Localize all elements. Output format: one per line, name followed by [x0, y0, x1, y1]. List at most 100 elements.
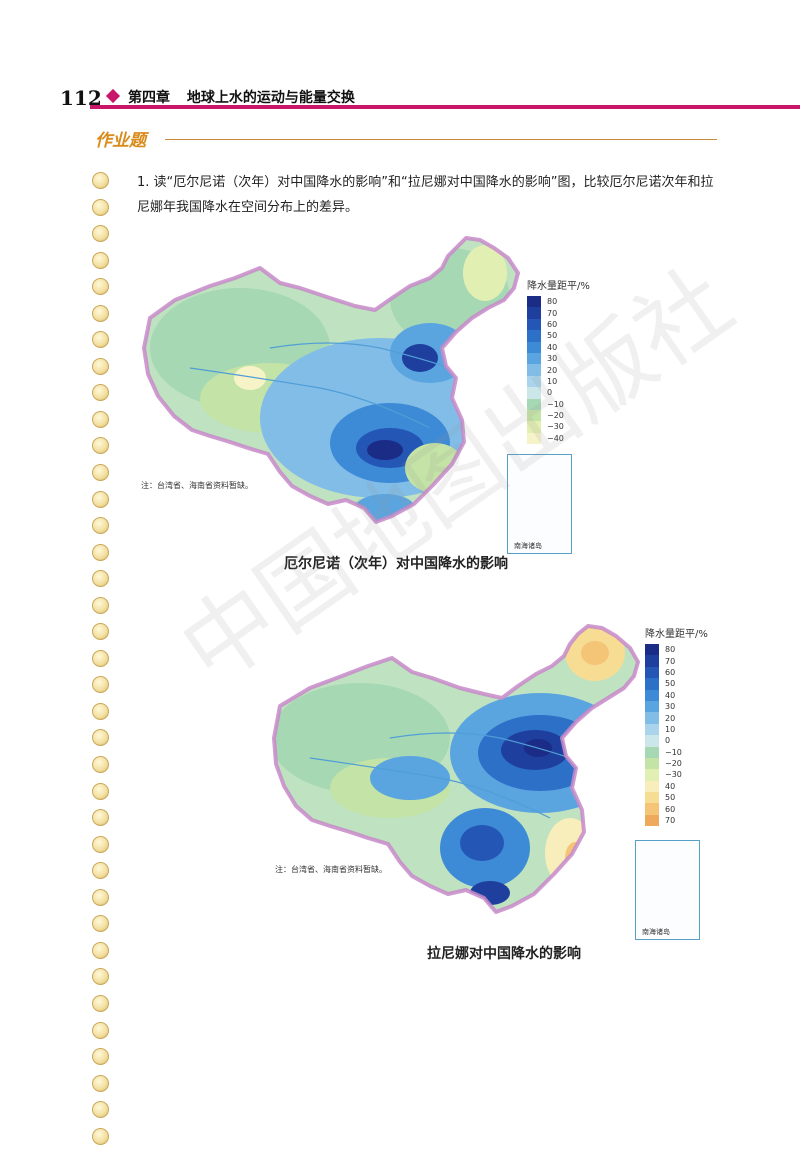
legend-label: 70 [665, 816, 676, 826]
legend-label: 0 [547, 388, 553, 398]
binder-ring-icon [92, 809, 109, 827]
binder-ring-icon [92, 304, 109, 322]
legend-swatch [527, 364, 541, 376]
legend-swatch [527, 330, 541, 342]
legend-swatch [527, 296, 541, 308]
legend-swatch [645, 746, 659, 758]
legend-label: 0 [665, 736, 671, 746]
binder-ring-icon [92, 862, 109, 880]
legend-swatch [645, 735, 659, 747]
legend-item: 0 [527, 387, 590, 399]
binder-ring-icon [92, 278, 109, 296]
page-header: 112 第四章 地球上水的运动与能量交换 [0, 82, 800, 114]
binder-ring-icon [92, 623, 109, 641]
legend-item: −30 [527, 421, 590, 433]
binder-ring-icon [92, 517, 109, 535]
legend-label: −30 [547, 422, 564, 432]
legend-la-nina: 降水量距平/% 80 70 60 50 40 30 20 10 0 −10 −20 −30 40 50 60… [645, 625, 708, 827]
chapter-title: 地球上水的运动与能量交换 [186, 90, 355, 106]
legend-label: −10 [665, 747, 682, 757]
south-china-sea-inset: 南海诸岛 [635, 840, 700, 940]
binder-ring-icon [92, 756, 109, 774]
binder-ring-icon [92, 941, 109, 959]
legend-item: 40 [645, 689, 708, 701]
legend-item: −20 [645, 757, 708, 770]
legend-item: 20 [527, 364, 590, 376]
legend-swatch [645, 769, 659, 781]
legend-item: 30 [645, 700, 708, 713]
binder-ring-icon [92, 729, 109, 747]
legend-swatch [645, 700, 659, 713]
legend-item: 40 [645, 780, 708, 793]
diamond-icon [105, 88, 121, 104]
legend-swatch [527, 432, 541, 445]
south-china-sea-inset: 南海诸岛 [507, 454, 572, 554]
legend-swatch [645, 655, 659, 667]
binder-ring-icon [92, 225, 109, 243]
legend-swatch [527, 307, 541, 319]
legend-label: 50 [665, 793, 676, 803]
binder-ring-icon [92, 464, 109, 482]
binder-ring-icon [92, 198, 109, 216]
legend-item: 50 [527, 330, 590, 342]
binder-ring-icon [92, 357, 109, 375]
legend-swatch [645, 814, 659, 827]
legend-label: 20 [665, 713, 676, 723]
binder-ring-icon [92, 676, 109, 694]
binder-ring-icon [92, 437, 109, 455]
binder-rings [92, 172, 116, 1154]
inset-label: 南海诸岛 [514, 542, 542, 550]
legend-label: 60 [665, 804, 676, 814]
legend-item: 0 [645, 735, 708, 747]
legend-item: −40 [527, 432, 590, 445]
map-note: 注：台湾省、海南省资料暂缺。 [141, 481, 253, 490]
question-text: 1. 读“厄尔尼诺（次年）对中国降水的影响”和“拉尼娜对中国降水的影响”图，比较… [137, 175, 714, 215]
legend-item: 70 [645, 655, 708, 667]
el-nino-precipitation-map [142, 236, 520, 524]
legend-swatch [645, 757, 659, 770]
legend-item: 10 [527, 375, 590, 388]
legend-swatch [527, 387, 541, 399]
binder-ring-icon [92, 915, 109, 933]
binder-ring-icon [92, 251, 109, 269]
legend-swatch [527, 352, 541, 365]
legend-swatch [527, 375, 541, 388]
legend-swatch [645, 666, 659, 679]
inset-label: 南海诸岛 [642, 928, 670, 936]
legend-label: −20 [547, 411, 564, 421]
binder-ring-icon [92, 331, 109, 349]
header-rule [90, 105, 800, 109]
legend-el-nino: 降水量距平/% 80 70 60 50 40 30 20 10 0 −10 −20 −30 −40 [527, 277, 590, 445]
legend-label: 40 [547, 342, 558, 352]
legend-item: 40 [527, 341, 590, 353]
binder-ring-icon [92, 596, 109, 614]
legend-swatch [645, 678, 659, 690]
legend-swatch [645, 780, 659, 793]
legend-label: 50 [665, 679, 676, 689]
legend-title: 降水量距平/% [645, 629, 708, 640]
legend-swatch [527, 341, 541, 353]
legend-item: −30 [645, 769, 708, 781]
legend-label: −30 [665, 770, 682, 780]
legend-swatch [645, 723, 659, 736]
legend-label: 50 [547, 331, 558, 341]
legend-swatch [527, 409, 541, 422]
binder-ring-icon [92, 835, 109, 853]
legend-label: −40 [547, 433, 564, 443]
legend-item: 50 [645, 792, 708, 804]
binder-ring-icon [92, 384, 109, 402]
legend-item: −20 [527, 409, 590, 422]
binder-ring-icon [92, 1048, 109, 1066]
legend-title: 降水量距平/% [527, 281, 590, 292]
legend-item: 80 [527, 296, 590, 308]
legend-swatch [527, 398, 541, 410]
legend-label: 60 [547, 319, 558, 329]
binder-ring-icon [92, 782, 109, 800]
legend-label: 20 [547, 365, 558, 375]
binder-ring-icon [92, 649, 109, 667]
figure-caption: 厄尔尼诺（次年）对中国降水的影响 [284, 556, 508, 572]
binder-ring-icon [92, 410, 109, 428]
legend-label: 60 [665, 667, 676, 677]
legend-swatch [645, 689, 659, 701]
legend-item: 70 [527, 307, 590, 319]
